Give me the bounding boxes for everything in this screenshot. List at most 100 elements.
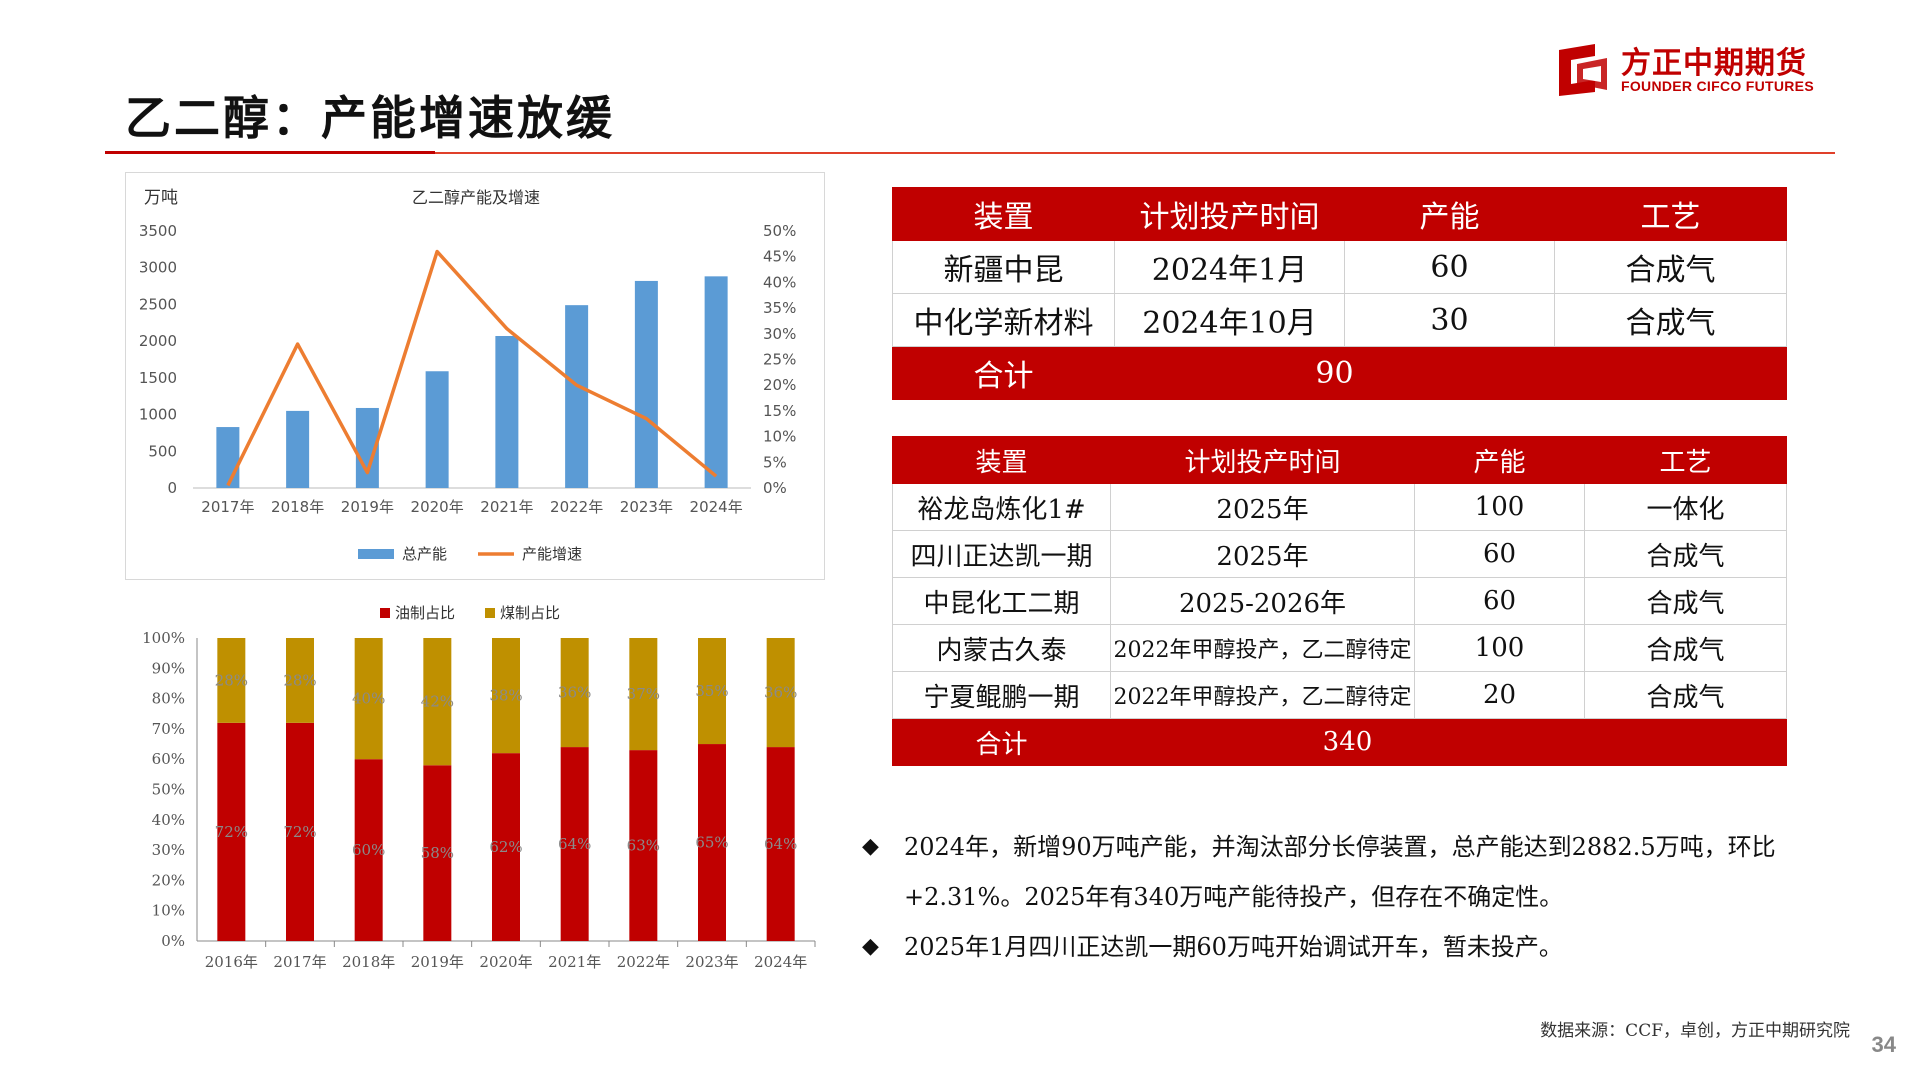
table-header-cell: 计划投产时间 — [1114, 187, 1345, 241]
table-header-cell: 装置 — [892, 436, 1111, 484]
y-tick-label: 80% — [152, 690, 185, 708]
coal-share-data-label: 35% — [695, 682, 728, 700]
y2-tick-label: 50% — [763, 222, 796, 240]
logo-english-name: FOUNDER CIFCO FUTURES — [1621, 78, 1814, 94]
table-cell: 60 — [1344, 240, 1555, 294]
coal-share-bar — [423, 638, 452, 766]
oil-share-bar — [698, 744, 726, 941]
table-cell: 60 — [1414, 530, 1585, 578]
table-cell: 宁夏鲲鹏一期 — [892, 671, 1111, 719]
capacity-chart: 万吨 乙二醇产能及增速 0 500 1000 1500 2000 2500 3000 3500 0%… — [125, 172, 825, 580]
feedstock-share-chart-svg: 油制占比 煤制占比 0% 10% 20% 30% 40% 50% 60% 70% 80% 90% 100… — [142, 604, 816, 971]
table-cell: 合成气 — [1554, 293, 1787, 347]
table-cell: 四川正达凯一期 — [892, 530, 1111, 578]
title-underline-accent — [105, 151, 435, 154]
x-tick-label: 2017年 — [273, 953, 326, 971]
table-row: 中昆化工二期 2025-2026年 60 合成气 — [892, 577, 1787, 625]
table-header-row: 装置 计划投产时间 产能 工艺 — [892, 436, 1787, 484]
title-underline — [435, 152, 1835, 154]
coal-share-data-label: 37% — [627, 685, 660, 703]
legend-label: 油制占比 — [395, 604, 455, 622]
x-tick-label: 2024年 — [754, 953, 807, 971]
feedstock-share-chart: 油制占比 煤制占比 0% 10% 20% 30% 40% 50% 60% 70% 80% 90% 100… — [125, 598, 825, 986]
y2-tick-label: 30% — [763, 325, 796, 343]
coal-share-bar — [217, 638, 246, 723]
company-logo: 方正中期期货 FOUNDER CIFCO FUTURES — [1555, 38, 1835, 98]
table-cell: 2024年1月 — [1114, 240, 1345, 294]
table-header-cell: 工艺 — [1554, 187, 1787, 241]
y-tick-label: 500 — [148, 442, 177, 460]
bullet-item: ◆ 2024年，新增90万吨产能，并淘汰部分长停装置，总产能达到2882.5万吨… — [862, 822, 1822, 922]
table-header-cell: 产能 — [1414, 436, 1585, 484]
x-tick-label: 2023年 — [620, 498, 673, 516]
capacity-bar — [286, 410, 310, 488]
x-tick-label: 2021年 — [548, 953, 601, 971]
oil-share-data-label: 60% — [352, 841, 385, 859]
total-value: 90 — [1114, 346, 1555, 400]
table-header-cell: 产能 — [1344, 187, 1555, 241]
chart-title: 乙二醇产能及增速 — [412, 188, 540, 207]
oil-share-bar — [560, 747, 589, 941]
y-tick-label: 3500 — [139, 222, 177, 240]
bullet-text: 2024年，新增90万吨产能，并淘汰部分长停装置，总产能达到2882.5万吨，环… — [904, 833, 1776, 911]
x-tick-label: 2024年 — [690, 498, 743, 516]
y-tick-label: 100% — [142, 629, 185, 647]
coal-share-data-label: 38% — [489, 687, 522, 705]
oil-share-data-label: 64% — [764, 835, 797, 853]
summary-bullets: ◆ 2024年，新增90万吨产能，并淘汰部分长停装置，总产能达到2882.5万吨… — [862, 822, 1822, 972]
y2-tick-label: 45% — [763, 248, 796, 266]
x-tick-label: 2020年 — [411, 498, 464, 516]
coal-share-bar — [492, 638, 520, 754]
table-cell: 中化学新材料 — [892, 293, 1115, 347]
x-tick-label: 2023年 — [685, 953, 738, 971]
coal-share-data-label: 28% — [283, 671, 316, 689]
table-total-row: 合计 340 — [892, 718, 1787, 766]
table-cell: 2022年甲醇投产，乙二醇待定 — [1110, 624, 1415, 672]
table-cell: 2025年 — [1110, 530, 1415, 578]
table-row: 内蒙古久泰 2022年甲醇投产，乙二醇待定 100 合成气 — [892, 624, 1787, 672]
table-row: 新疆中昆 2024年1月 60 合成气 — [892, 240, 1787, 294]
y2-tick-label: 0% — [763, 479, 787, 497]
legend-label: 总产能 — [402, 545, 447, 563]
y-tick-label: 50% — [152, 781, 185, 799]
coal-share-data-label: 40% — [352, 690, 385, 708]
coal-share-bar — [698, 638, 726, 745]
page-number: 34 — [1871, 1032, 1896, 1057]
table-row: 裕龙岛炼化1# 2025年 100 一体化 — [892, 483, 1787, 531]
y-tick-label: 2000 — [139, 332, 177, 350]
oil-share-bar — [354, 759, 383, 941]
y-tick-label: 3000 — [139, 259, 177, 277]
table-header-cell: 计划投产时间 — [1110, 436, 1415, 484]
table-header-row: 装置 计划投产时间 产能 工艺 — [892, 187, 1787, 241]
coal-share-data-label: 42% — [421, 693, 454, 711]
oil-share-bar — [217, 722, 246, 941]
x-tick-label: 2019年 — [411, 953, 464, 971]
y-tick-label: 90% — [152, 659, 185, 677]
y2-tick-label: 25% — [763, 351, 796, 369]
y2-tick-label: 40% — [763, 273, 796, 291]
table-cell: 2025-2026年 — [1110, 577, 1415, 625]
capacity-bar — [216, 427, 240, 488]
growth-rate-line — [226, 249, 718, 487]
capacity-bar — [704, 276, 728, 488]
diamond-bullet-icon: ◆ — [862, 834, 879, 859]
legend-swatch-capacity — [358, 549, 394, 559]
y-tick-label: 70% — [152, 720, 185, 738]
capacity-chart-svg: 万吨 乙二醇产能及增速 0 500 1000 1500 2000 2500 3000 3500 0%… — [139, 188, 797, 563]
table-cell: 内蒙古久泰 — [892, 624, 1111, 672]
y-tick-label: 1000 — [139, 406, 177, 424]
table-cell: 30 — [1344, 293, 1555, 347]
oil-share-bar — [423, 765, 452, 941]
oil-share-bar — [766, 747, 795, 941]
table-cell: 中昆化工二期 — [892, 577, 1111, 625]
bullet-item: ◆ 2025年1月四川正达凯一期60万吨开始调试开车，暂未投产。 — [862, 922, 1822, 972]
table-total-row: 合计 90 — [892, 346, 1787, 400]
page-title: 乙二醇：产能增速放缓 — [125, 91, 615, 145]
pending-capacity-table: 装置 计划投产时间 产能 工艺 裕龙岛炼化1# 2025年 100 一体化 四川… — [892, 436, 1787, 766]
capacity-bar — [495, 336, 519, 488]
coal-share-bar — [286, 638, 314, 723]
diamond-bullet-icon: ◆ — [862, 934, 879, 959]
table-cell: 2022年甲醇投产，乙二醇待定 — [1110, 671, 1415, 719]
table-cell: 合成气 — [1584, 624, 1787, 672]
coal-share-bar — [354, 638, 383, 760]
